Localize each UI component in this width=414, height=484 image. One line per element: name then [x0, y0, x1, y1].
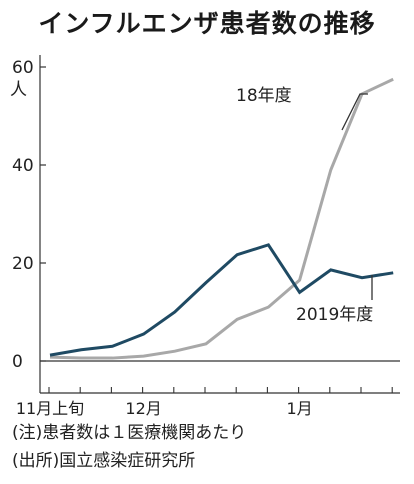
series-label-18: 18年度 [236, 86, 292, 106]
note-source: (出所)国立感染症研究所 [12, 451, 196, 471]
chart-title: インフルエンザ患者数の推移 [38, 9, 376, 38]
series-line-18 [49, 77, 394, 360]
callout-line-18 [341, 93, 368, 131]
series-line-2019 [49, 243, 394, 357]
x-tick-label: 11月上旬 [16, 399, 84, 418]
note-annotation: (注)患者数は１医療機関あたり [12, 423, 247, 443]
series-label-2019: 2019年度 [296, 305, 373, 325]
y-tick-label: 0 [12, 352, 23, 372]
y-tick-label: 20 [12, 254, 34, 274]
y-tick-label: 60 [12, 58, 34, 78]
y-unit-label: 人 [10, 80, 27, 100]
x-tick-label: 12月 [125, 399, 161, 418]
y-tick-label: 40 [12, 156, 34, 176]
x-tick-label: 1月 [287, 399, 313, 418]
